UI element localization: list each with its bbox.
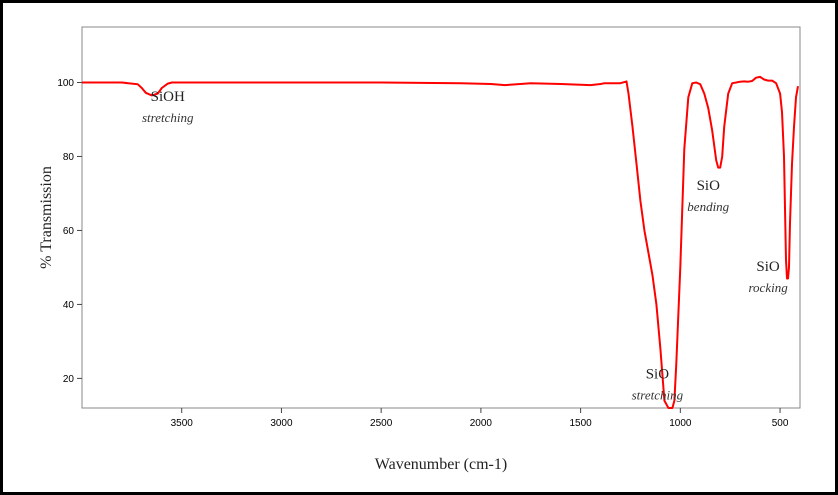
ir-spectrum-chart: 3500 3000 2500 2000 1500 1000 500 20406080100 … [38,26,801,473]
x-tick-label: 3000 [270,418,293,429]
x-tick-label: 500 [772,418,789,429]
x-axis-title: Wavenumber (cm-1) [375,456,507,473]
plot-area-border [81,26,801,409]
x-tick-label: 1500 [569,418,592,429]
peak-annotation-label: SiO [756,259,780,275]
y-tick-label: 40 [63,300,75,311]
x-tick-label: 2000 [470,418,493,429]
peak-annotation-sublabel: stretching [632,387,684,402]
peak-annotation-sublabel: rocking [748,280,788,295]
y-tick-label: 80 [63,152,75,163]
peak-annotation-label: SiO [697,178,721,194]
peak-annotation-sublabel: bending [687,199,729,214]
x-tick-label: 1000 [669,418,692,429]
peak-annotation-label: SiO [646,366,670,382]
y-axis-title: % Transmission [38,166,55,269]
peak-annotation-label: SiOH [151,89,185,105]
x-tick-label: 3500 [171,418,194,429]
y-tick-label: 20 [63,374,75,385]
y-tick-label: 60 [63,226,75,237]
y-tick-label: 100 [57,78,74,89]
peak-annotation-sublabel: stretching [142,110,194,125]
spectrum-line [82,75,799,409]
x-tick-label: 2500 [370,418,393,429]
